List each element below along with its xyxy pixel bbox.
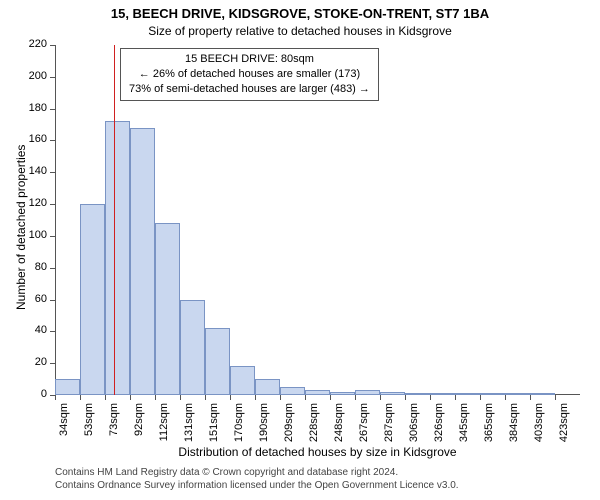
footer-line1: Contains HM Land Registry data © Crown c… [55, 466, 459, 479]
x-tick [355, 395, 356, 400]
y-tick-label: 80 [25, 261, 47, 273]
x-tick-label: 345sqm [458, 403, 470, 448]
y-tick-label: 20 [25, 356, 47, 368]
annotation-line3: 73% of semi-detached houses are larger (… [129, 82, 370, 97]
x-tick [180, 395, 181, 400]
x-tick-label: 34sqm [58, 403, 70, 448]
y-tick [50, 109, 55, 110]
histogram-bar [355, 390, 380, 395]
y-tick-label: 200 [25, 70, 47, 82]
y-tick [50, 45, 55, 46]
y-tick [50, 172, 55, 173]
histogram-bar [255, 379, 280, 395]
x-tick [280, 395, 281, 400]
x-tick-label: 365sqm [483, 403, 495, 448]
y-tick-label: 40 [25, 324, 47, 336]
y-tick [50, 331, 55, 332]
title-address: 15, BEECH DRIVE, KIDSGROVE, STOKE-ON-TRE… [0, 6, 600, 21]
x-tick-label: 384sqm [508, 403, 520, 448]
footer-line2: Contains Ordnance Survey information lic… [55, 479, 459, 492]
x-tick [55, 395, 56, 400]
annotation-box: 15 BEECH DRIVE: 80sqm ← 26% of detached … [120, 48, 379, 101]
histogram-bar [230, 366, 255, 395]
x-tick [105, 395, 106, 400]
y-tick-label: 100 [25, 229, 47, 241]
y-tick-label: 160 [25, 133, 47, 145]
x-tick-label: 151sqm [208, 403, 220, 448]
x-tick-label: 209sqm [283, 403, 295, 448]
x-tick [530, 395, 531, 400]
x-tick-label: 92sqm [133, 403, 145, 448]
x-tick [455, 395, 456, 400]
x-tick-label: 112sqm [158, 403, 170, 448]
y-tick [50, 77, 55, 78]
y-tick-label: 60 [25, 293, 47, 305]
x-tick-label: 73sqm [108, 403, 120, 448]
x-tick [230, 395, 231, 400]
x-tick [330, 395, 331, 400]
y-axis-line [55, 45, 56, 395]
x-tick [505, 395, 506, 400]
x-tick [405, 395, 406, 400]
x-tick [305, 395, 306, 400]
annotation-line2: ← 26% of detached houses are smaller (17… [129, 67, 370, 82]
histogram-bar [480, 393, 505, 395]
y-tick-label: 220 [25, 38, 47, 50]
x-tick-label: 170sqm [233, 403, 245, 448]
x-tick-label: 403sqm [533, 403, 545, 448]
histogram-bar [455, 393, 480, 395]
x-tick [430, 395, 431, 400]
x-tick [155, 395, 156, 400]
histogram-bar [505, 393, 530, 395]
histogram-bar [55, 379, 80, 395]
x-tick-label: 326sqm [433, 403, 445, 448]
x-tick [380, 395, 381, 400]
y-tick [50, 300, 55, 301]
histogram-bar [105, 121, 130, 395]
annotation-line1: 15 BEECH DRIVE: 80sqm [129, 52, 370, 67]
histogram-bar [180, 300, 205, 395]
y-tick [50, 236, 55, 237]
x-tick-label: 131sqm [183, 403, 195, 448]
x-tick [480, 395, 481, 400]
title-subtitle: Size of property relative to detached ho… [0, 24, 600, 38]
y-tick-label: 120 [25, 197, 47, 209]
y-tick-label: 0 [25, 388, 47, 400]
y-tick [50, 363, 55, 364]
histogram-bar [205, 328, 230, 395]
x-tick-label: 306sqm [408, 403, 420, 448]
x-tick [80, 395, 81, 400]
y-tick [50, 204, 55, 205]
x-tick-label: 423sqm [558, 403, 570, 448]
x-tick-label: 267sqm [358, 403, 370, 448]
x-tick-label: 287sqm [383, 403, 395, 448]
x-tick [130, 395, 131, 400]
x-tick-label: 53sqm [83, 403, 95, 448]
x-tick-label: 248sqm [333, 403, 345, 448]
histogram-bar [155, 223, 180, 395]
x-tick [205, 395, 206, 400]
histogram-bar [430, 393, 455, 395]
histogram-bar [80, 204, 105, 395]
x-tick [555, 395, 556, 400]
histogram-bar [305, 390, 330, 395]
histogram-bar [405, 393, 430, 395]
x-tick-label: 228sqm [308, 403, 320, 448]
y-tick [50, 140, 55, 141]
histogram-bar [280, 387, 305, 395]
x-tick-label: 190sqm [258, 403, 270, 448]
y-tick-label: 180 [25, 102, 47, 114]
footer-attribution: Contains HM Land Registry data © Crown c… [55, 466, 459, 492]
histogram-bar [530, 393, 555, 395]
histogram-bar [330, 392, 355, 395]
histogram-bar [380, 392, 405, 395]
x-tick [255, 395, 256, 400]
y-tick [50, 268, 55, 269]
reference-line [114, 45, 115, 395]
histogram-bar [130, 128, 155, 395]
y-tick-label: 140 [25, 165, 47, 177]
